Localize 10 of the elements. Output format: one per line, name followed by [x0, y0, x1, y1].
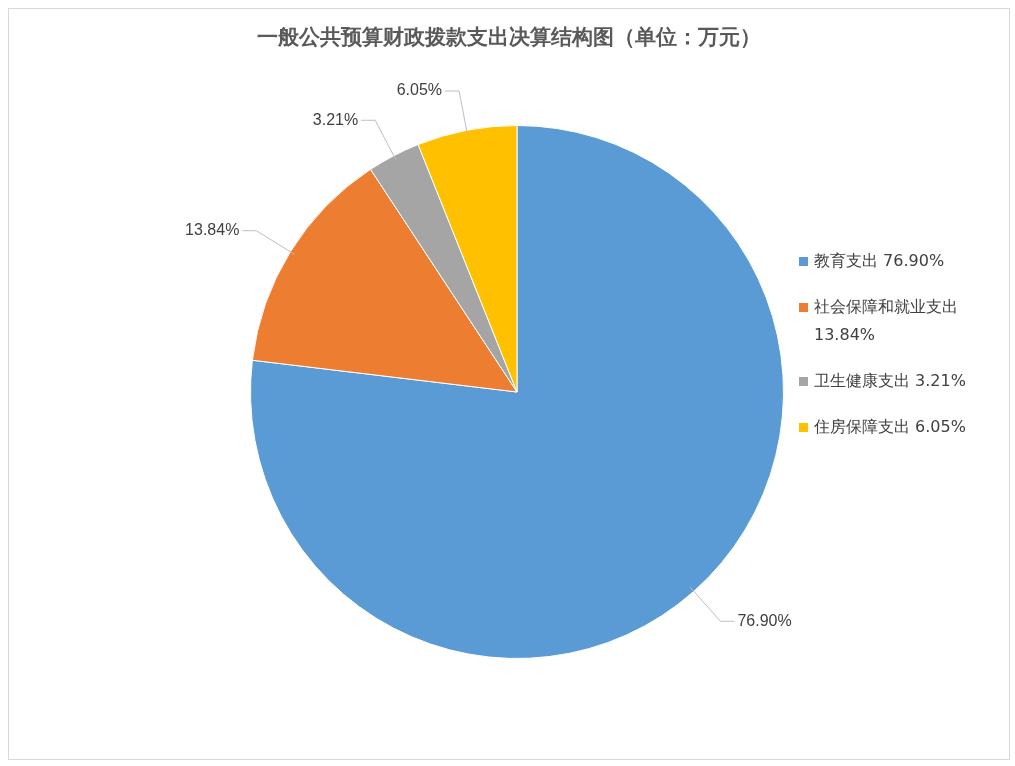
chart-title: 一般公共预算财政拨款支出决算结构图（单位：万元）	[256, 23, 762, 51]
data-label: 6.05%	[396, 81, 443, 99]
data-label: 76.90%	[737, 611, 792, 629]
legend-label: 卫生健康支出 3.21%	[814, 370, 966, 392]
legend-label: 教育支出 76.90%	[814, 250, 945, 272]
data-label: 3.21%	[312, 110, 359, 128]
data-label: 13.84%	[185, 221, 240, 239]
text: 13.84%	[814, 325, 876, 344]
legend-label: 住房保障支出 6.05%	[814, 416, 966, 438]
legend-label: 社会保障和就业支出	[814, 297, 958, 316]
